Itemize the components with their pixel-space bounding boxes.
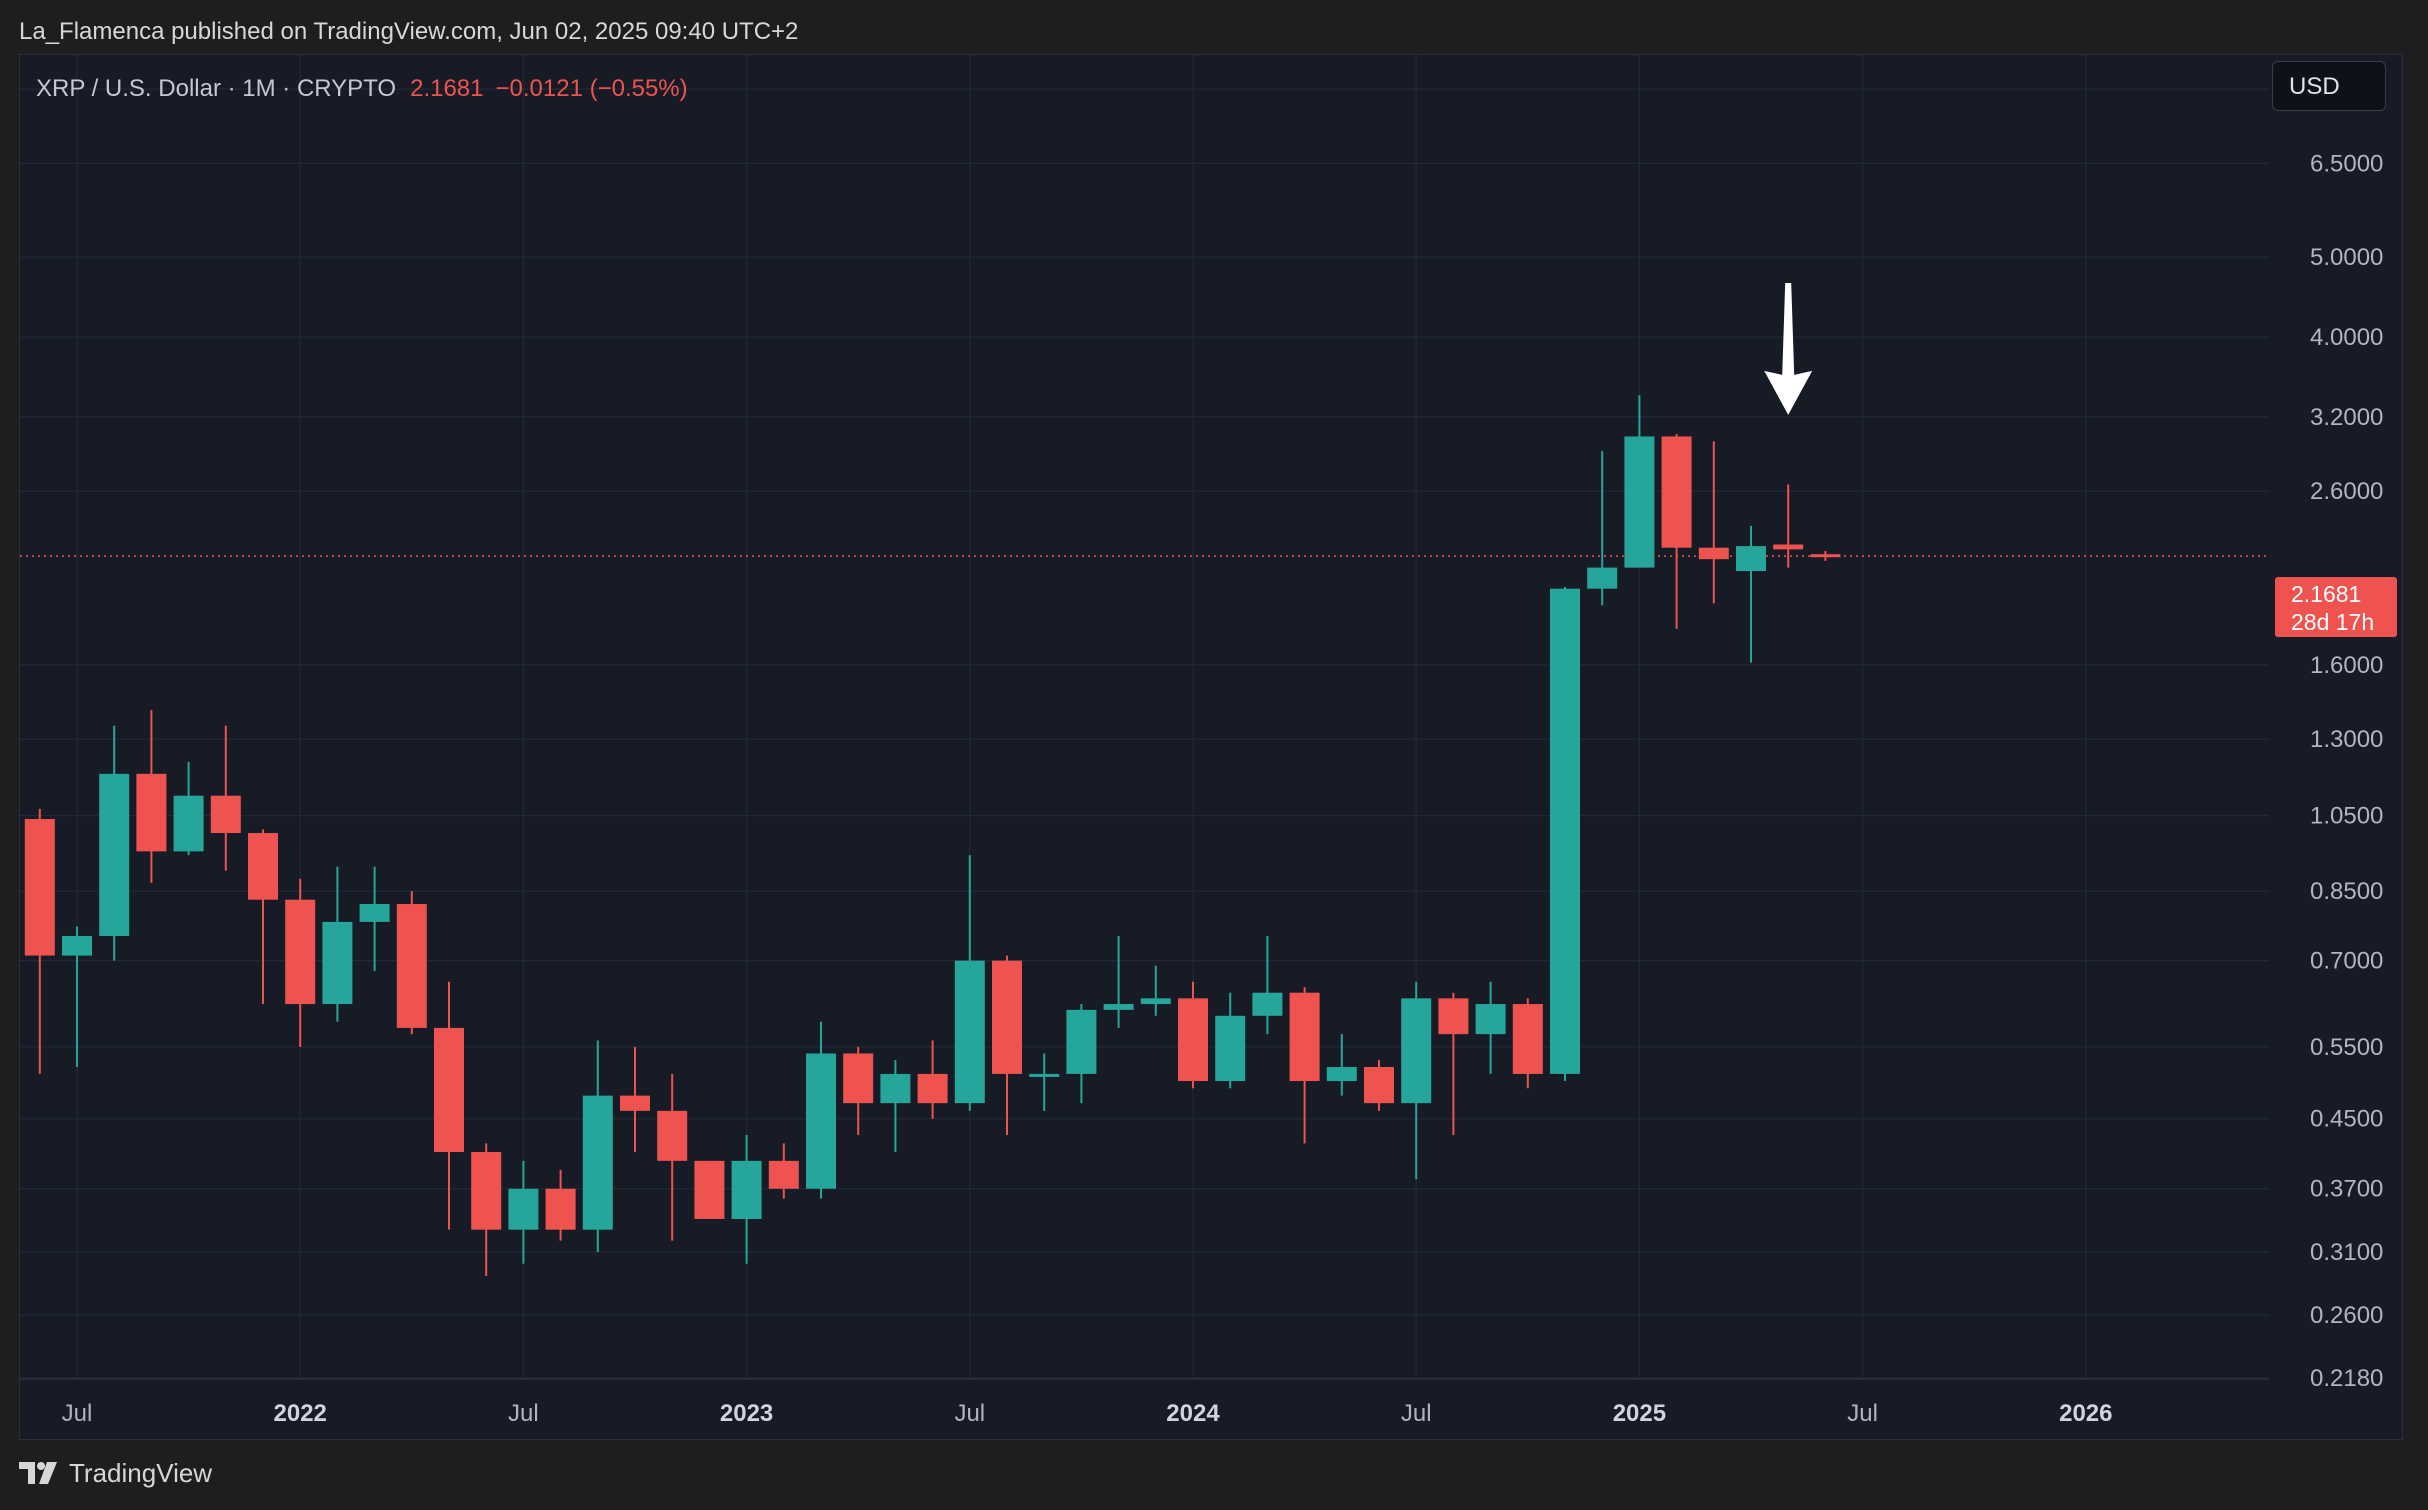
y-tick-label: 5.0000 [2310, 244, 2383, 271]
candle-body [24, 819, 55, 956]
candle-body [248, 833, 278, 900]
candle-body [954, 960, 985, 1104]
y-tick-label: 4.0000 [2310, 324, 2383, 351]
footer-brand-label: TradingView [69, 1457, 213, 1488]
legend-price-change: −0.0121 (−0.55%) [495, 75, 688, 102]
currency-button[interactable]: USD [2272, 61, 2386, 111]
candle-body [396, 904, 427, 1028]
x-tick-label: 2026 [2059, 1400, 2112, 1427]
candle-body [62, 935, 92, 956]
candle-body [1438, 998, 1469, 1035]
x-tick-label: Jul [508, 1400, 539, 1427]
candle-body [1029, 1073, 1060, 1077]
footer-brand[interactable]: TradingView [19, 1456, 212, 1490]
candle-body [322, 921, 353, 1005]
candle-body [1178, 998, 1208, 1082]
candle-body [1066, 1009, 1097, 1074]
candle-body [1773, 544, 1804, 550]
last-price-value: 2.1681 [2291, 581, 2362, 607]
candle-body [1624, 436, 1655, 568]
candle-body [731, 1160, 762, 1219]
candle-body [582, 1095, 613, 1230]
y-tick-label: 0.3700 [2310, 1176, 2383, 1203]
y-tick-label: 0.5500 [2310, 1034, 2383, 1061]
y-tick-label: 2.6000 [2310, 478, 2383, 505]
candle-body [1289, 992, 1320, 1082]
y-tick-label: 1.3000 [2310, 726, 2383, 753]
candle-body [1401, 998, 1432, 1104]
candle-body [1661, 436, 1692, 548]
candle-body [136, 773, 167, 852]
candle-body [210, 795, 241, 834]
symbol-legend: XRP / U.S. Dollar · 1M · CRYPTO 2.1681 −0.… [36, 75, 688, 103]
x-tick-label: Jul [954, 1400, 985, 1427]
candle-body [471, 1152, 502, 1230]
candle-body [173, 795, 204, 852]
candle-body [843, 1053, 874, 1104]
candle-body [1252, 992, 1283, 1016]
x-tick-label: 2022 [274, 1400, 327, 1427]
candle-body [917, 1073, 948, 1104]
y-tick-label: 0.3100 [2310, 1239, 2383, 1266]
candlestick-chart[interactable]: 8.00006.50005.00004.00003.20002.60001.60… [20, 55, 2403, 1440]
candle-body [1587, 567, 1618, 589]
candle-body [545, 1188, 576, 1230]
y-tick-label: 0.4500 [2310, 1106, 2383, 1133]
chart-panel[interactable]: 8.00006.50005.00004.00003.20002.60001.60… [19, 54, 2403, 1440]
tradingview-logo-icon [19, 1462, 57, 1484]
legend-last-price: 2.1681 [410, 75, 484, 102]
last-price-label: 2.1681 28d 17h [2275, 577, 2397, 637]
candle-body [434, 1027, 464, 1153]
candle-body [1326, 1066, 1357, 1082]
candle-body [768, 1160, 799, 1189]
y-tick-label: 1.0500 [2310, 803, 2383, 830]
x-tick-label: 2025 [1613, 1400, 1666, 1427]
annotation-arrow [1764, 283, 1813, 415]
candle-body [99, 773, 130, 936]
x-tick-label: Jul [62, 1400, 93, 1427]
candle-body [694, 1160, 725, 1219]
publish-info: La_Flamenca published on TradingView.com… [19, 18, 799, 45]
candle-body [1550, 588, 1580, 1074]
y-tick-label: 0.2180 [2310, 1365, 2383, 1392]
candle-body [880, 1073, 911, 1104]
y-tick-label: 0.7000 [2310, 948, 2383, 975]
symbol-name[interactable]: XRP / U.S. Dollar · 1M · CRYPTO [36, 75, 397, 102]
candle-body [1103, 1004, 1134, 1010]
candle-body [1810, 554, 1841, 558]
candle-body [1364, 1066, 1394, 1104]
candle-body [1512, 1004, 1543, 1074]
candle-body [285, 899, 316, 1005]
candle-body [620, 1095, 650, 1111]
y-tick-label: 1.6000 [2310, 652, 2383, 679]
candle-body [1736, 546, 1766, 572]
candle-body [657, 1110, 688, 1161]
candle-body [1140, 998, 1171, 1005]
candle-body [1698, 547, 1729, 560]
x-tick-label: 2023 [720, 1400, 773, 1427]
x-tick-label: Jul [1401, 1400, 1432, 1427]
x-tick-label: 2024 [1166, 1400, 1220, 1427]
candle-body [508, 1188, 539, 1230]
candle-body [359, 904, 390, 922]
x-tick-label: Jul [1847, 1400, 1878, 1427]
candle-body [806, 1053, 836, 1189]
y-tick-label: 0.8500 [2310, 878, 2383, 905]
y-tick-label: 0.2600 [2310, 1302, 2383, 1329]
bar-countdown: 28d 17h [2291, 609, 2375, 635]
candle-body [1475, 1004, 1506, 1035]
candle-body [1215, 1015, 1246, 1082]
candle-body [992, 960, 1022, 1074]
y-tick-label: 6.5000 [2310, 150, 2383, 177]
y-tick-label: 3.2000 [2310, 404, 2383, 431]
